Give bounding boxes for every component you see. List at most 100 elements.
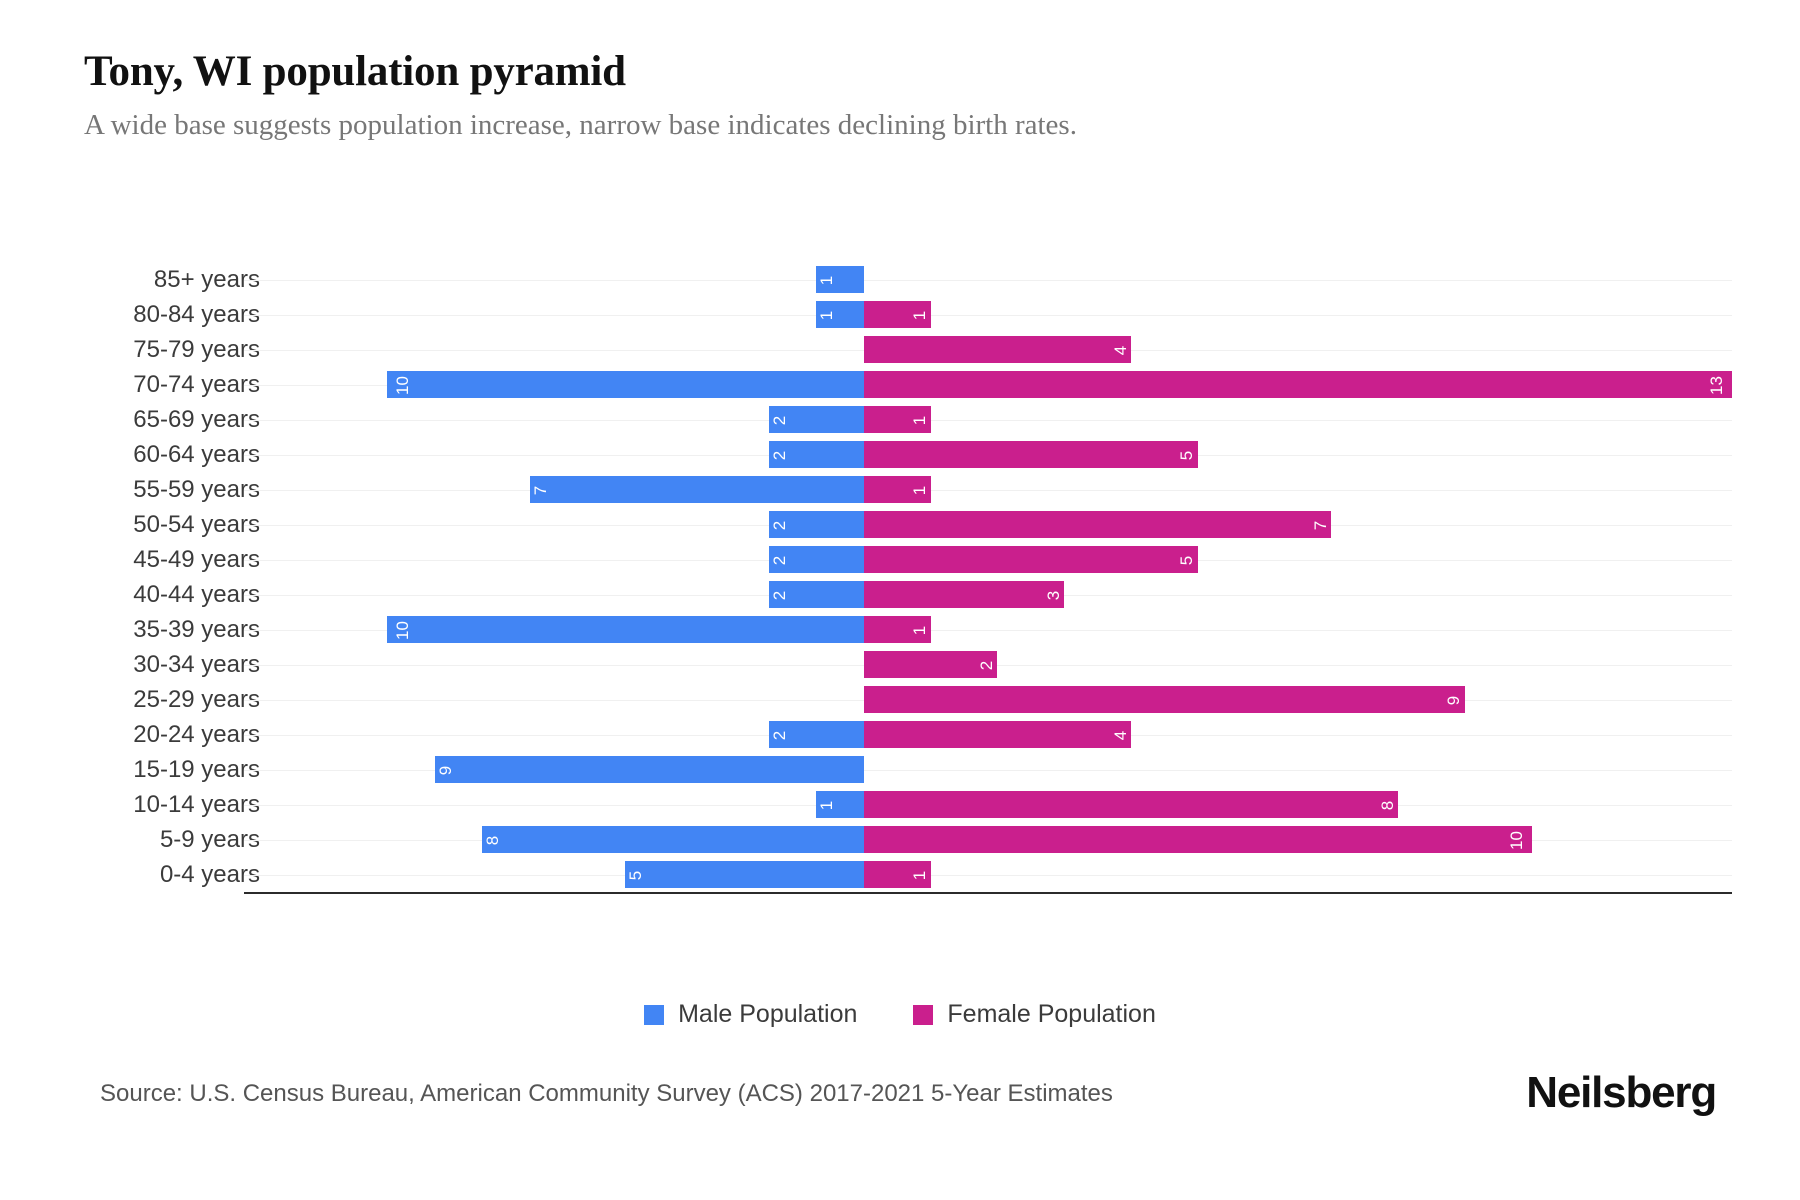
male-bar-value-label: 1 <box>817 275 837 285</box>
pyramid-row: 2 <box>244 647 1732 682</box>
female-bar[interactable]: 1 <box>863 406 931 433</box>
female-bar[interactable]: 5 <box>863 441 1198 468</box>
gridline <box>244 489 1732 491</box>
female-swatch <box>913 1004 934 1025</box>
female-bar-value-label: 5 <box>1177 555 1197 565</box>
female-bar-value-label: 1 <box>910 625 930 635</box>
female-bar-value-label: 1 <box>910 415 930 425</box>
page-title: Tony, WI population pyramid <box>84 48 626 95</box>
pyramid-row: 1 <box>244 262 1732 297</box>
male-bar[interactable]: 1 <box>816 266 864 293</box>
female-bar-value-label: 13 <box>1707 375 1727 395</box>
plot-area: 85+ years 80-84 years 75-79 years 70-74 yea… <box>84 262 1740 914</box>
female-bar[interactable]: 4 <box>863 336 1131 363</box>
female-bar[interactable]: 1 <box>863 861 931 888</box>
male-bar-value-label: 2 <box>769 520 789 530</box>
female-bar-value-label: 9 <box>1444 695 1464 705</box>
gridline <box>244 874 1732 876</box>
male-bar[interactable]: 2 <box>768 406 864 433</box>
pyramid-row: 8 10 <box>244 822 1732 857</box>
male-bar-value-label: 10 <box>393 620 413 640</box>
y-axis-tick-label: 10-14 years <box>133 791 260 818</box>
gridline <box>244 279 1732 281</box>
male-bar[interactable]: 10 <box>387 371 864 398</box>
legend-item-label: Male Population <box>678 1000 858 1028</box>
female-bar[interactable]: 8 <box>863 791 1399 818</box>
male-bar[interactable]: 2 <box>768 441 864 468</box>
y-axis-tick-label: 75-79 years <box>133 336 260 363</box>
male-bar[interactable]: 7 <box>530 476 864 503</box>
female-bar[interactable]: 2 <box>863 651 998 678</box>
male-bar[interactable]: 8 <box>482 826 864 853</box>
y-axis-tick-label: 40-44 years <box>133 581 260 608</box>
female-bar-value-label: 2 <box>977 660 997 670</box>
male-bar[interactable]: 2 <box>768 721 864 748</box>
chart-header: Tony, WI population pyramid A wide base … <box>84 48 1724 143</box>
male-bar[interactable]: 2 <box>768 546 864 573</box>
female-bar[interactable]: 1 <box>863 476 931 503</box>
bar-rows: 1 1 1 4 10 13 2 1 2 5 7 1 2 7 2 5 2 3 10 1 2 9 2 4 9 1 8 8 10 5 1 <box>244 262 1732 892</box>
y-axis-tick-label: 30-34 years <box>133 651 260 678</box>
y-axis-tick-label: 70-74 years <box>133 371 260 398</box>
gridline <box>244 314 1732 316</box>
female-bar-value-label: 8 <box>1377 800 1397 810</box>
y-axis-tick-label: 50-54 years <box>133 511 260 538</box>
female-bar[interactable]: 1 <box>863 616 931 643</box>
male-bar-value-label: 1 <box>817 310 837 320</box>
y-axis-tick-label: 55-59 years <box>133 476 260 503</box>
female-bar-value-label: 7 <box>1311 520 1331 530</box>
female-bar[interactable]: 7 <box>863 511 1332 538</box>
legend-item[interactable]: Male Population <box>644 1000 857 1029</box>
female-bar[interactable]: 9 <box>863 686 1465 713</box>
y-axis-tick-label: 45-49 years <box>133 546 260 573</box>
male-bar-value-label: 1 <box>817 800 837 810</box>
female-bar-value-label: 1 <box>910 310 930 320</box>
female-bar[interactable]: 10 <box>863 826 1532 853</box>
female-bar[interactable]: 4 <box>863 721 1131 748</box>
male-swatch <box>644 1004 665 1025</box>
male-bar[interactable]: 9 <box>434 756 864 783</box>
female-bar[interactable]: 13 <box>863 371 1732 398</box>
pyramid-row: 10 13 <box>244 367 1732 402</box>
male-bar-value-label: 2 <box>769 590 789 600</box>
male-bar[interactable]: 10 <box>387 616 864 643</box>
male-bar[interactable]: 5 <box>625 861 864 888</box>
y-axis-tick-label: 35-39 years <box>133 616 260 643</box>
female-bar-value-label: 4 <box>1110 730 1130 740</box>
gridline <box>244 629 1732 631</box>
y-axis-tick-label: 65-69 years <box>133 406 260 433</box>
gridline <box>244 769 1732 771</box>
y-axis-tick-label: 85+ years <box>153 266 260 293</box>
female-bar[interactable]: 3 <box>863 581 1065 608</box>
male-bar-value-label: 2 <box>769 450 789 460</box>
y-axis-labels: 85+ years 80-84 years 75-79 years 70-74 yea… <box>84 262 260 914</box>
pyramid-row: 9 <box>244 682 1732 717</box>
pyramid-row: 10 1 <box>244 612 1732 647</box>
male-bar[interactable]: 1 <box>816 791 864 818</box>
y-axis-tick-label: 5-9 years <box>159 826 260 853</box>
female-bar-value-label: 3 <box>1043 590 1063 600</box>
female-bar-value-label: 5 <box>1177 450 1197 460</box>
chart-legend: Male Population Female Population <box>0 1000 1800 1029</box>
legend-item[interactable]: Female Population <box>913 1000 1156 1029</box>
female-bar[interactable]: 5 <box>863 546 1198 573</box>
male-bar-value-label: 10 <box>393 375 413 395</box>
male-bar-value-label: 7 <box>531 485 551 495</box>
male-bar[interactable]: 2 <box>768 511 864 538</box>
female-bar[interactable]: 1 <box>863 301 931 328</box>
male-bar-value-label: 8 <box>483 835 503 845</box>
female-bar-value-label: 10 <box>1506 830 1526 850</box>
male-bar[interactable]: 2 <box>768 581 864 608</box>
y-axis-tick-label: 15-19 years <box>133 756 260 783</box>
y-axis-tick-label: 80-84 years <box>133 301 260 328</box>
source-note: Source: U.S. Census Bureau, American Com… <box>100 1080 1113 1107</box>
male-bar[interactable]: 1 <box>816 301 864 328</box>
